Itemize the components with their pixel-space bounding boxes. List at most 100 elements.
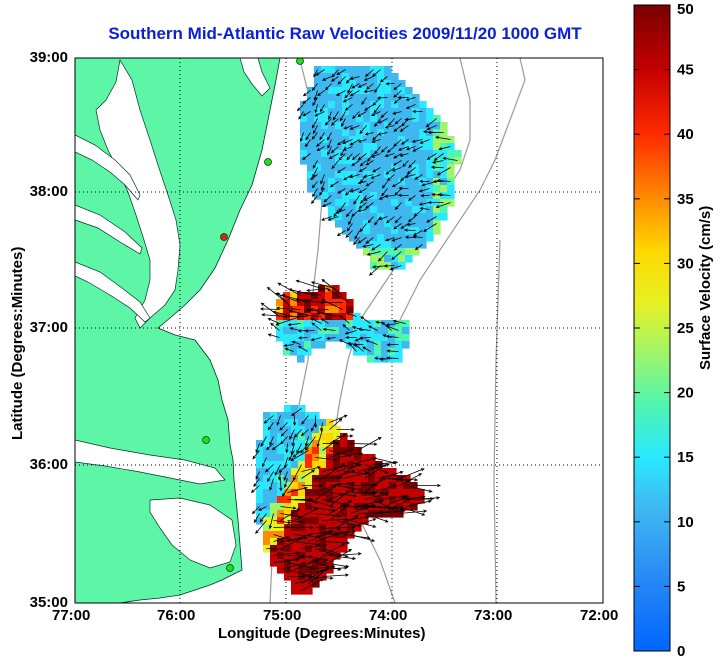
velocity-cell bbox=[396, 489, 404, 497]
velocity-cell bbox=[314, 150, 322, 158]
velocity-cell bbox=[342, 73, 350, 81]
velocity-arrow bbox=[335, 209, 346, 214]
velocity-cell bbox=[389, 503, 397, 511]
velocity-arrow bbox=[280, 537, 304, 549]
velocity-arrow bbox=[289, 429, 295, 440]
velocity-cell bbox=[314, 164, 322, 172]
velocity-arrow bbox=[336, 230, 346, 237]
velocity-cell bbox=[319, 433, 327, 441]
velocity-arrow bbox=[329, 448, 354, 458]
velocity-arrow bbox=[287, 486, 308, 493]
velocity-cell bbox=[433, 227, 441, 235]
velocity-cell bbox=[319, 510, 327, 518]
velocity-cell bbox=[326, 503, 334, 511]
x-tick: 76:00 bbox=[157, 607, 196, 624]
velocity-arrow bbox=[393, 83, 402, 91]
delaware-bay bbox=[239, 58, 271, 97]
velocity-arrow bbox=[275, 316, 301, 326]
velocity-cell bbox=[335, 178, 343, 186]
velocity-cell bbox=[370, 192, 378, 200]
velocity-cell bbox=[335, 157, 343, 165]
velocity-cell bbox=[354, 447, 362, 455]
velocity-cell bbox=[391, 178, 399, 186]
velocity-cell bbox=[353, 313, 361, 321]
velocity-arrow bbox=[250, 485, 260, 494]
velocity-cell bbox=[377, 206, 385, 214]
velocity-cell bbox=[328, 66, 336, 74]
velocity-cell bbox=[412, 164, 420, 172]
velocity-arrow bbox=[329, 503, 350, 521]
velocity-arrow bbox=[295, 279, 322, 289]
velocity-cell bbox=[405, 178, 413, 186]
velocity-cell bbox=[412, 136, 420, 144]
velocity-cell bbox=[417, 496, 425, 504]
velocity-arrow bbox=[268, 513, 274, 530]
velocity-arrow bbox=[364, 475, 386, 493]
velocity-cell bbox=[454, 150, 462, 158]
velocity-cell bbox=[291, 454, 299, 462]
velocity-arrow bbox=[363, 89, 374, 94]
velocity-arrow bbox=[362, 346, 371, 352]
velocity-arrow bbox=[336, 69, 346, 76]
velocity-cell bbox=[388, 320, 396, 328]
velocity-arrow bbox=[412, 235, 423, 239]
velocity-cell bbox=[335, 213, 343, 221]
velocity-cell bbox=[419, 234, 427, 242]
velocity-arrow bbox=[377, 118, 388, 124]
velocity-cell bbox=[335, 122, 343, 130]
velocity-arrow bbox=[288, 450, 295, 461]
velocity-arrow bbox=[385, 82, 395, 86]
velocity-cell bbox=[354, 517, 362, 525]
velocity-cell bbox=[370, 241, 378, 249]
velocity-cell bbox=[298, 426, 306, 434]
velocity-arrow bbox=[363, 195, 374, 201]
velocity-cell bbox=[339, 334, 347, 342]
velocity-arrow bbox=[437, 193, 451, 197]
velocity-cell bbox=[433, 206, 441, 214]
colorbar-tick-label: 40 bbox=[677, 126, 694, 143]
velocity-cell bbox=[339, 299, 347, 307]
velocity-cell bbox=[314, 94, 322, 102]
velocity-cell bbox=[312, 447, 320, 455]
velocity-cell bbox=[328, 129, 336, 137]
velocity-cell bbox=[342, 171, 350, 179]
velocity-cell bbox=[377, 192, 385, 200]
velocity-cell bbox=[405, 129, 413, 137]
velocity-arrow bbox=[364, 464, 389, 474]
velocity-cell bbox=[370, 122, 378, 130]
velocity-cell bbox=[291, 447, 299, 455]
velocity-cell bbox=[363, 241, 371, 249]
velocity-arrow bbox=[281, 294, 308, 303]
velocity-cell bbox=[447, 157, 455, 165]
velocity-arrow bbox=[393, 223, 402, 230]
velocity-arrow bbox=[407, 195, 416, 201]
velocity-cell bbox=[377, 234, 385, 242]
map-title: Southern Mid-Atlantic Raw Velocities 200… bbox=[108, 24, 582, 43]
velocity-cell bbox=[363, 234, 371, 242]
velocity-cell bbox=[304, 334, 312, 342]
colorbar-label: Surface Velocity (cm/s) bbox=[697, 205, 714, 370]
velocity-region-north bbox=[300, 66, 462, 270]
velocity-cell bbox=[256, 475, 264, 483]
velocity-cell bbox=[346, 306, 354, 314]
velocity-arrow bbox=[357, 463, 384, 472]
velocity-cell bbox=[300, 115, 308, 123]
velocity-cell bbox=[391, 150, 399, 158]
velocity-cell bbox=[398, 157, 406, 165]
velocity-cell bbox=[276, 313, 284, 321]
velocity-arrow bbox=[336, 463, 360, 479]
velocity-arrow bbox=[290, 450, 309, 461]
velocity-cell bbox=[307, 87, 315, 95]
velocity-cell bbox=[332, 334, 340, 342]
velocity-arrow bbox=[392, 319, 406, 324]
velocity-arrow bbox=[371, 153, 381, 158]
velocity-cell bbox=[402, 334, 410, 342]
velocity-cell bbox=[391, 157, 399, 165]
velocity-cell bbox=[405, 171, 413, 179]
velocity-cell bbox=[367, 320, 375, 328]
velocity-arrow bbox=[345, 209, 353, 218]
velocity-cell bbox=[433, 185, 441, 193]
velocity-cell bbox=[312, 580, 320, 588]
velocity-arrow bbox=[253, 513, 260, 524]
velocity-cell bbox=[426, 234, 434, 242]
